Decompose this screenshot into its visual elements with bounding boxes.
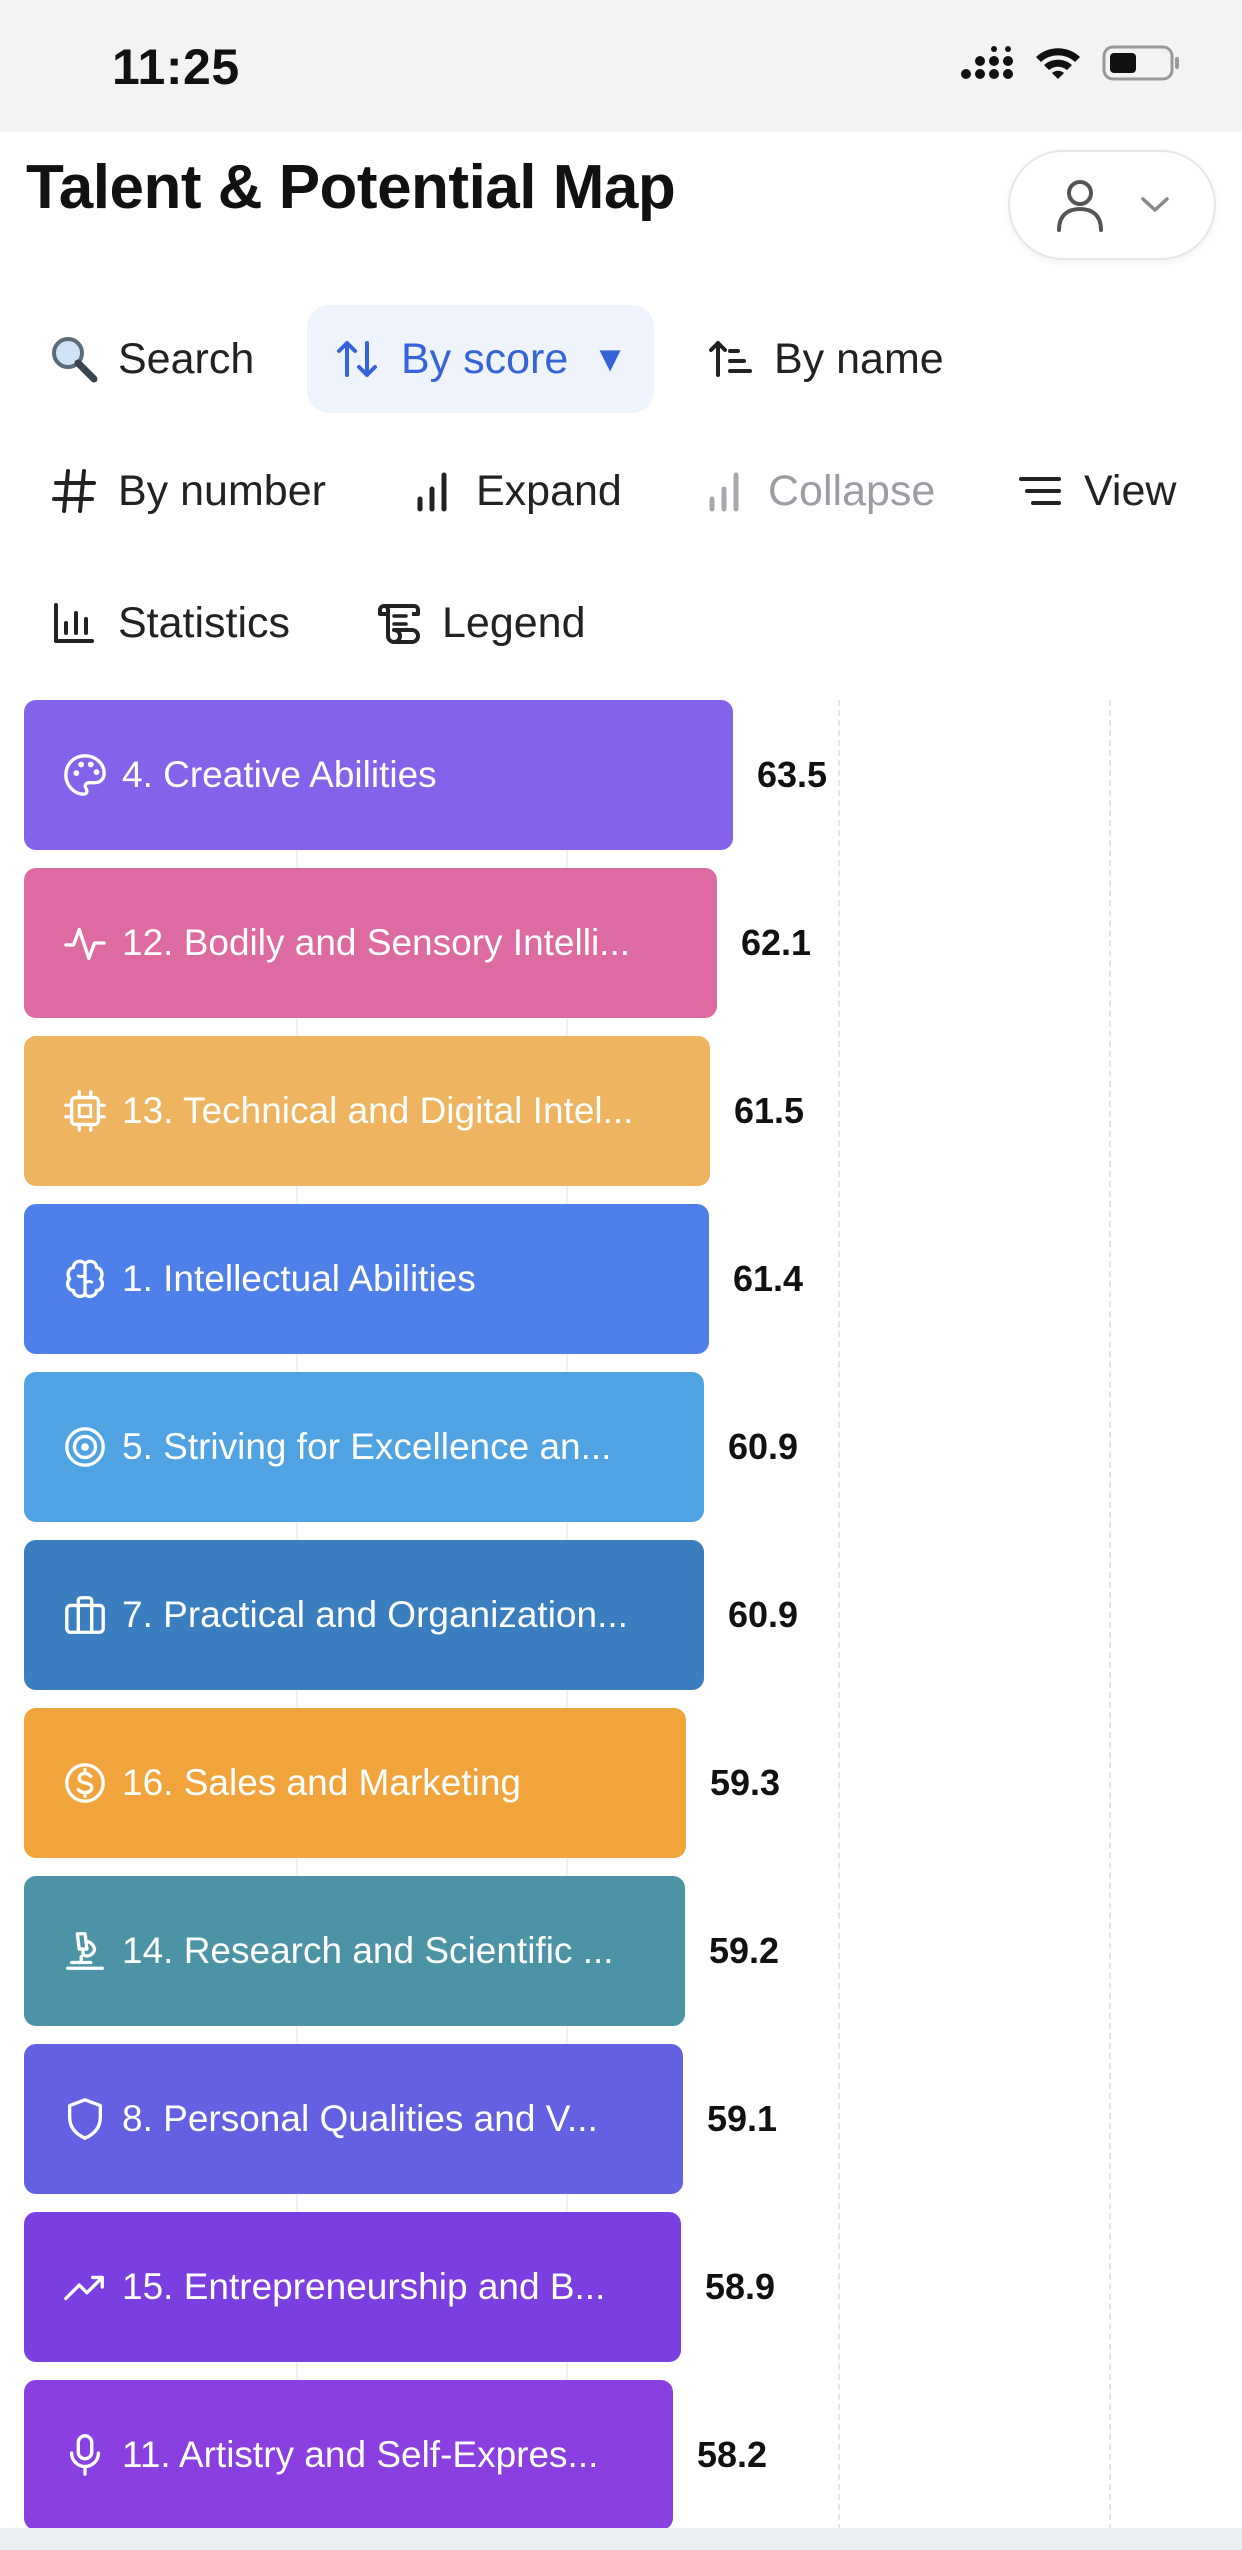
activity-icon bbox=[60, 918, 110, 968]
bar[interactable]: 12. Bodily and Sensory Intelli... bbox=[24, 868, 717, 1018]
bar[interactable]: 8. Personal Qualities and V... bbox=[24, 2044, 683, 2194]
sort-by-score-label: By score bbox=[401, 334, 569, 383]
user-icon bbox=[1057, 180, 1103, 232]
statistics-button[interactable]: Statistics bbox=[44, 569, 290, 677]
caret-down-icon: ▼ bbox=[592, 338, 628, 379]
dollar-icon bbox=[60, 1758, 110, 1808]
legend-button[interactable]: Legend bbox=[368, 569, 586, 677]
chevron-down-icon bbox=[1141, 197, 1169, 212]
bar-row[interactable]: 16. Sales and Marketing 59.3 bbox=[24, 1708, 826, 1858]
expand-label: Expand bbox=[476, 466, 622, 515]
scroll-icon bbox=[378, 604, 420, 644]
bar[interactable]: 11. Artistry and Self-Expres... bbox=[24, 2380, 673, 2530]
gridline bbox=[838, 700, 840, 2550]
bar[interactable]: 4. Creative Abilities bbox=[24, 700, 733, 850]
trending-up-icon bbox=[60, 2262, 110, 2312]
wifi-icon bbox=[1036, 48, 1080, 79]
search-button[interactable]: Search bbox=[44, 305, 254, 413]
bar-label: 13. Technical and Digital Intel... bbox=[122, 1090, 634, 1131]
statistics-label: Statistics bbox=[118, 598, 291, 647]
cpu-icon bbox=[60, 1086, 110, 1136]
collapse-label: Collapse bbox=[768, 466, 936, 515]
mic-icon bbox=[60, 2430, 110, 2480]
gridline bbox=[1109, 700, 1111, 2550]
bottom-strip bbox=[0, 2528, 1242, 2550]
bar-value: 60.9 bbox=[728, 1426, 799, 1467]
bar-label: 14. Research and Scientific ... bbox=[122, 1930, 614, 1971]
sort-by-score-button[interactable]: By score ▼ bbox=[307, 305, 654, 413]
bar-row[interactable]: 4. Creative Abilities 63.5 bbox=[24, 700, 873, 850]
bar-label: 4. Creative Abilities bbox=[122, 754, 437, 795]
sort-arrows-icon bbox=[337, 341, 377, 377]
bar-chart-icon bbox=[709, 472, 739, 512]
search-label: Search bbox=[118, 334, 255, 383]
score-bar-chart: 4. Creative Abilities 63.5 12. Bodily and … bbox=[0, 700, 1242, 2550]
sort-by-name-button[interactable]: By name bbox=[700, 305, 944, 413]
view-label: View bbox=[1084, 466, 1177, 515]
bar-value: 61.4 bbox=[733, 1258, 804, 1299]
bar-value: 58.2 bbox=[697, 2434, 768, 2475]
bar[interactable]: 7. Practical and Organization... bbox=[24, 1540, 704, 1690]
sort-by-number-button[interactable]: By number bbox=[44, 437, 326, 545]
bar[interactable]: 1. Intellectual Abilities bbox=[24, 1204, 709, 1354]
bar-label: 5. Striving for Excellence an... bbox=[122, 1426, 612, 1467]
bar-value: 59.1 bbox=[707, 2098, 778, 2139]
bar-label: 12. Bodily and Sensory Intelli... bbox=[122, 922, 631, 963]
bar-label: 11. Artistry and Self-Expres... bbox=[122, 2434, 599, 2475]
bar-label: 1. Intellectual Abilities bbox=[122, 1258, 476, 1299]
target-icon bbox=[60, 1422, 110, 1472]
briefcase-icon bbox=[60, 1590, 110, 1640]
sort-by-number-label: By number bbox=[118, 466, 326, 515]
view-button[interactable]: View bbox=[1010, 437, 1176, 545]
bar-row[interactable]: 14. Research and Scientific ... 59.2 bbox=[24, 1876, 825, 2026]
page-title: Talent & Potential Map bbox=[26, 153, 676, 222]
statistics-icon bbox=[54, 603, 94, 643]
search-icon bbox=[52, 337, 98, 383]
bar-value: 60.9 bbox=[728, 1594, 799, 1635]
bar-value: 63.5 bbox=[757, 754, 828, 795]
shield-icon bbox=[60, 2094, 110, 2144]
battery-icon bbox=[1102, 45, 1179, 81]
legend-label: Legend bbox=[442, 598, 586, 647]
bar-chart-icon bbox=[417, 472, 447, 512]
menu-lines-icon bbox=[1019, 477, 1061, 505]
bar[interactable]: 13. Technical and Digital Intel... bbox=[24, 1036, 710, 1186]
expand-button[interactable]: Expand bbox=[402, 437, 622, 545]
sort-by-name-label: By name bbox=[774, 334, 944, 383]
collapse-button[interactable]: Collapse bbox=[694, 437, 935, 545]
bar-row[interactable]: 15. Entrepreneurship and B... 58.9 bbox=[24, 2212, 821, 2362]
bar[interactable]: 15. Entrepreneurship and B... bbox=[24, 2212, 681, 2362]
bar-row[interactable]: 13. Technical and Digital Intel... 61.5 bbox=[24, 1036, 850, 1186]
status-time: 11:25 bbox=[112, 39, 240, 95]
cellular-signal-icon bbox=[961, 46, 1013, 79]
bar-label: 16. Sales and Marketing bbox=[122, 1762, 522, 1803]
brain-icon bbox=[60, 1254, 110, 1304]
bar-value: 62.1 bbox=[741, 922, 812, 963]
sort-ascending-icon bbox=[709, 341, 752, 377]
bar-row[interactable]: 7. Practical and Organization... 60.9 bbox=[24, 1540, 844, 1690]
bar-label: 8. Personal Qualities and V... bbox=[122, 2098, 598, 2139]
status-icons bbox=[960, 44, 1182, 82]
bar[interactable]: 14. Research and Scientific ... bbox=[24, 1876, 685, 2026]
bar-row[interactable]: 12. Bodily and Sensory Intelli... 62.1 bbox=[24, 868, 857, 1018]
user-menu-button[interactable] bbox=[1008, 150, 1216, 260]
bar-value: 59.2 bbox=[709, 1930, 780, 1971]
bar-value: 59.3 bbox=[710, 1762, 781, 1803]
bar-row[interactable]: 5. Striving for Excellence an... 60.9 bbox=[24, 1372, 844, 1522]
bar-value: 58.9 bbox=[705, 2266, 776, 2307]
bar-row[interactable]: 1. Intellectual Abilities 61.4 bbox=[24, 1204, 849, 1354]
palette-icon bbox=[60, 750, 110, 800]
bar-label: 15. Entrepreneurship and B... bbox=[122, 2266, 606, 2307]
hash-icon bbox=[52, 469, 96, 513]
bar[interactable]: 16. Sales and Marketing bbox=[24, 1708, 686, 1858]
bar-label: 7. Practical and Organization... bbox=[122, 1594, 628, 1635]
bar-row[interactable]: 8. Personal Qualities and V... 59.1 bbox=[24, 2044, 823, 2194]
bar-value: 61.5 bbox=[734, 1090, 805, 1131]
microscope-icon bbox=[60, 1926, 110, 1976]
status-bar: 11:25 bbox=[0, 0, 1242, 132]
bar[interactable]: 5. Striving for Excellence an... bbox=[24, 1372, 704, 1522]
bar-row[interactable]: 11. Artistry and Self-Expres... 58.2 bbox=[24, 2380, 813, 2530]
